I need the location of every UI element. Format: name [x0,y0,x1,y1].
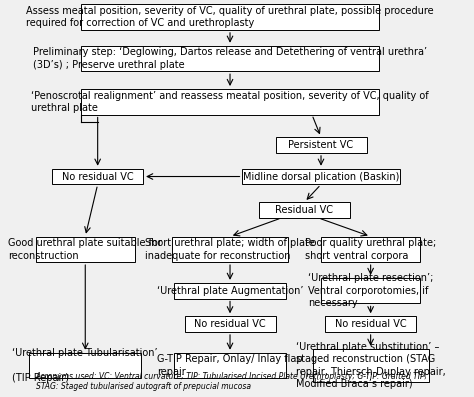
Text: Poor quality urethral plate;
short ventral corpora: Poor quality urethral plate; short ventr… [305,238,436,260]
Text: No residual VC: No residual VC [194,319,266,329]
Text: ‘Urethral plate Tubularisation’

(TIP Repair): ‘Urethral plate Tubularisation’ (TIP Rep… [12,348,158,383]
Text: Persistent VC: Persistent VC [289,140,354,150]
Text: Preliminary step: ‘Deglowing, Dartos release and Detethering of ventral urethra’: Preliminary step: ‘Deglowing, Dartos rel… [33,47,427,69]
FancyBboxPatch shape [81,4,379,30]
Text: ‘Penoscrotal realignment’ and reassess meatal position, severity of VC, quality : ‘Penoscrotal realignment’ and reassess m… [31,91,429,113]
Text: No residual VC: No residual VC [335,319,406,329]
FancyBboxPatch shape [321,278,420,303]
Text: Acronyms used: VC: Ventral curvature; TIP: Tubularised Incised Plate Urethroplas: Acronyms used: VC: Ventral curvature; TI… [36,372,428,391]
FancyBboxPatch shape [29,353,141,378]
FancyBboxPatch shape [184,316,275,332]
Text: Midline dorsal plication (Baskin): Midline dorsal plication (Baskin) [243,172,399,181]
Text: G-TIP Repair, Onlay/ Inlay flap
repair: G-TIP Repair, Onlay/ Inlay flap repair [157,354,303,377]
Text: Assess meatal position, severity of VC, quality of urethral plate, possible proc: Assess meatal position, severity of VC, … [26,6,434,28]
FancyBboxPatch shape [81,89,379,114]
Text: Short urethral plate; width of plate
inadequate for reconstruction: Short urethral plate; width of plate ina… [145,238,315,260]
Text: Residual VC: Residual VC [275,205,334,215]
FancyBboxPatch shape [259,202,350,218]
FancyBboxPatch shape [81,46,379,71]
Text: No residual VC: No residual VC [62,172,134,181]
FancyBboxPatch shape [52,169,143,184]
FancyBboxPatch shape [36,237,135,262]
FancyBboxPatch shape [321,237,420,262]
FancyBboxPatch shape [275,137,366,153]
Text: ‘Urethral plate Augmentation’: ‘Urethral plate Augmentation’ [157,286,303,296]
FancyBboxPatch shape [242,169,400,184]
FancyBboxPatch shape [174,353,286,378]
FancyBboxPatch shape [172,237,288,262]
FancyBboxPatch shape [325,316,416,332]
Text: ‘Urethral plate substitution’ –
staged reconstruction (STAG
repair, Thiersch-Dup: ‘Urethral plate substitution’ – staged r… [296,342,446,389]
Text: Good urethral plate suitable for
reconstruction: Good urethral plate suitable for reconst… [9,238,162,260]
Text: ‘Urethral plate resection’;
Ventral corporotomies, if
necessary: ‘Urethral plate resection’; Ventral corp… [308,273,433,308]
FancyBboxPatch shape [313,349,428,382]
FancyBboxPatch shape [174,283,286,299]
